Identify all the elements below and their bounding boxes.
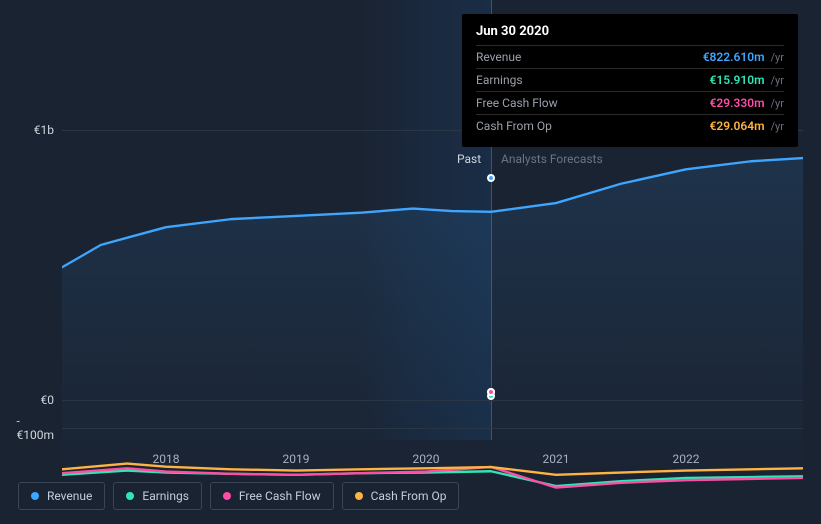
legend-item-label: Free Cash Flow (239, 489, 321, 503)
hover-tooltip: Jun 30 2020 Revenue €822.610m/yr Earnings €… (462, 14, 798, 147)
x-axis-label: 2018 (153, 452, 180, 466)
legend-dot (355, 492, 363, 500)
tooltip-row: Earnings €15.910m/yr (476, 68, 784, 91)
legend-item-revenue[interactable]: Revenue (18, 482, 105, 510)
tooltip-date: Jun 30 2020 (476, 24, 784, 39)
x-axis-label: 2021 (543, 452, 570, 466)
tooltip-row-suffix: /yr (771, 120, 784, 133)
tooltip-row-value: €29.064m (710, 119, 765, 133)
gridline (62, 428, 803, 429)
tooltip-row-value: €29.330m (710, 96, 765, 110)
legend-dot (126, 492, 134, 500)
legend-item-cash_from_op[interactable]: Cash From Op (342, 482, 460, 510)
tooltip-row: Free Cash Flow €29.330m/yr (476, 91, 784, 114)
legend-dot (223, 492, 231, 500)
legend-dot (31, 492, 39, 500)
tooltip-row-label: Earnings (476, 73, 523, 87)
tooltip-row-label: Cash From Op (476, 119, 552, 133)
legend-item-earnings[interactable]: Earnings (113, 482, 202, 510)
tooltip-row-suffix: /yr (771, 97, 784, 110)
legend-item-label: Earnings (142, 489, 189, 503)
y-axis-label: €0 (41, 393, 61, 407)
hover-marker-revenue (487, 174, 495, 182)
x-axis-label: 2022 (673, 452, 700, 466)
legend-item-free_cash_flow[interactable]: Free Cash Flow (210, 482, 334, 510)
legend-item-label: Revenue (47, 489, 92, 503)
tooltip-row-suffix: /yr (771, 51, 784, 64)
y-axis-label: €1b (34, 123, 60, 137)
legend-item-label: Cash From Op (371, 489, 447, 503)
tooltip-row: Revenue €822.610m/yr (476, 45, 784, 68)
tooltip-row-suffix: /yr (771, 74, 784, 87)
hover-marker-free_cash_flow (487, 388, 495, 396)
y-axis-label: -€100m (17, 414, 61, 442)
x-axis-label: 2020 (413, 452, 440, 466)
tooltip-row-value: €15.910m (710, 73, 765, 87)
gridline (62, 400, 803, 401)
legend: Revenue Earnings Free Cash Flow Cash From O… (18, 482, 459, 510)
tooltip-row-label: Revenue (476, 50, 521, 64)
tooltip-row-label: Free Cash Flow (476, 96, 558, 110)
x-axis-label: 2019 (283, 452, 310, 466)
tooltip-row: Cash From Op €29.064m/yr (476, 114, 784, 137)
tooltip-row-value: €822.610m (703, 50, 765, 64)
